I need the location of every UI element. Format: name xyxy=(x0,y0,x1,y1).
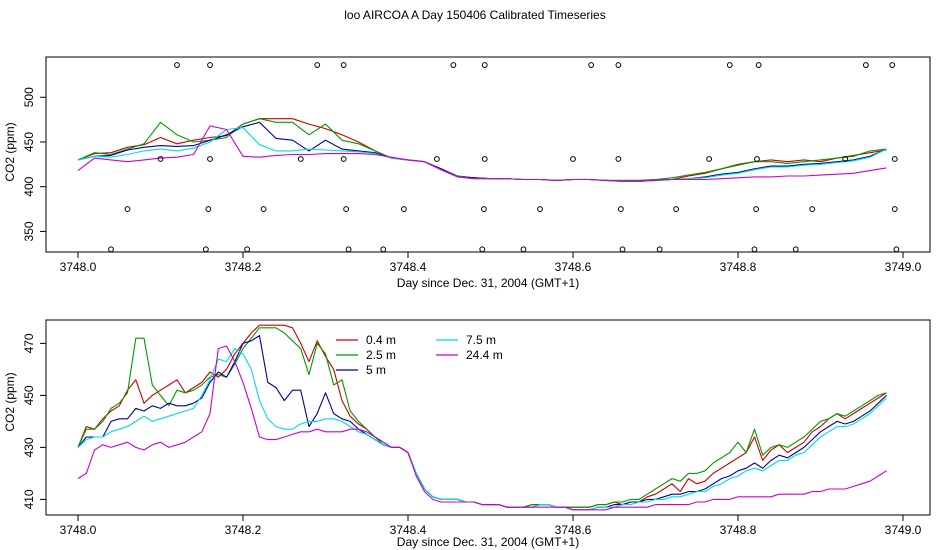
marker-point xyxy=(343,206,350,212)
series-line-24-4-m xyxy=(77,125,887,182)
panel-top-y-axis-label: CO2 (ppm) xyxy=(3,122,17,181)
x-tick-label: 3748.4 xyxy=(390,523,427,537)
series-line-7-5-m xyxy=(77,348,887,511)
marker-point xyxy=(481,206,487,212)
marker-point xyxy=(124,206,131,212)
x-tick-label: 3749.0 xyxy=(885,523,922,537)
series-line-24-4-m xyxy=(77,345,887,511)
marker-point xyxy=(380,246,387,253)
marker-point xyxy=(889,62,896,68)
series-line-2-5-m xyxy=(77,118,887,181)
marker-point xyxy=(706,156,713,162)
marker-point xyxy=(673,206,680,212)
marker-point xyxy=(656,246,663,253)
legend-label-5-m: 5 m xyxy=(366,363,386,377)
marker-point xyxy=(893,246,900,253)
y-tick-label: 500 xyxy=(22,87,36,107)
series-line-0-4-m xyxy=(77,118,887,181)
panel-top-series xyxy=(77,118,887,182)
marker-point xyxy=(520,246,527,253)
marker-point xyxy=(753,206,760,212)
y-tick-label: 470 xyxy=(22,333,36,353)
marker-point xyxy=(726,62,733,68)
marker-point xyxy=(617,206,624,212)
marker-point xyxy=(340,156,347,162)
legend-label-0-4-m: 0.4 m xyxy=(366,333,396,347)
marker-point xyxy=(205,206,212,212)
panel-top-axes: 3748.0 3748.2 3748.4 3748.6 3748.8 3749.0 350 4… xyxy=(22,87,922,274)
marker-point xyxy=(754,156,760,162)
x-tick-label: 3748.8 xyxy=(720,523,757,537)
panel-bottom-x-axis-label: Day since Dec. 31, 2004 (GMT+1) xyxy=(397,535,579,549)
marker-point xyxy=(479,246,486,253)
legend-label-7-5-m: 7.5 m xyxy=(466,333,496,347)
series-line-5-m xyxy=(77,121,887,182)
marker-point xyxy=(481,62,488,68)
panel-bottom-frame xyxy=(45,319,931,516)
marker-point xyxy=(891,156,898,162)
marker-point xyxy=(842,156,849,162)
x-tick-label: 3748.6 xyxy=(555,523,592,537)
marker-point xyxy=(340,62,347,68)
legend-label-2-5-m: 2.5 m xyxy=(366,348,396,362)
marker-point xyxy=(570,156,576,162)
y-tick-label: 400 xyxy=(22,176,36,196)
panel-bottom-series xyxy=(77,324,887,511)
chart-title: loo AIRCOA A Day 150406 Calibrated Times… xyxy=(344,8,605,22)
panel-bottom-legend: 0.4 m2.5 m5 m 7.5 m24.4 m xyxy=(336,333,503,377)
y-tick-label: 350 xyxy=(22,221,36,241)
x-tick-label: 3748.6 xyxy=(555,260,592,274)
marker-point xyxy=(481,156,488,162)
marker-point xyxy=(615,62,622,68)
marker-point xyxy=(244,246,251,253)
marker-point xyxy=(862,62,869,68)
panel-bottom-axes: 3748.0 3748.2 3748.4 3748.6 3748.8 3749.0 410 4… xyxy=(22,333,922,537)
x-tick-label: 3748.0 xyxy=(60,260,97,274)
marker-point xyxy=(297,156,304,162)
marker-point xyxy=(615,156,622,162)
x-tick-label: 3748.0 xyxy=(60,523,97,537)
x-tick-label: 3748.2 xyxy=(225,523,262,537)
panel-bottom-y-axis-label: CO2 (ppm) xyxy=(3,372,17,431)
marker-point xyxy=(891,206,898,212)
marker-point xyxy=(108,246,114,253)
marker-point xyxy=(207,62,213,68)
panel-bottom: 3748.0 3748.2 3748.4 3748.6 3748.8 3749.0 410 4… xyxy=(3,319,931,549)
marker-point xyxy=(537,206,543,212)
x-tick-label: 3748.2 xyxy=(225,260,262,274)
x-tick-label: 3748.4 xyxy=(390,260,427,274)
marker-point xyxy=(809,206,816,212)
panel-top-x-axis-label: Day since Dec. 31, 2004 (GMT+1) xyxy=(397,276,579,290)
marker-point xyxy=(260,206,267,212)
x-tick-label: 3748.8 xyxy=(720,260,757,274)
marker-point xyxy=(588,62,595,68)
series-line-7-5-m xyxy=(77,127,887,182)
marker-point xyxy=(751,246,758,253)
marker-point xyxy=(207,156,213,162)
marker-point xyxy=(157,156,164,162)
y-tick-label: 450 xyxy=(22,385,36,405)
y-tick-label: 410 xyxy=(22,489,36,509)
marker-point xyxy=(202,246,209,253)
marker-point xyxy=(314,62,321,68)
y-tick-label: 430 xyxy=(22,437,36,457)
marker-point xyxy=(755,62,762,68)
marker-point xyxy=(619,246,626,253)
marker-point xyxy=(433,156,440,162)
legend-label-24-4-m: 24.4 m xyxy=(466,348,503,362)
marker-point xyxy=(174,62,180,68)
panel-top-markers xyxy=(108,62,900,253)
panel-top-frame xyxy=(45,56,931,253)
x-tick-label: 3749.0 xyxy=(885,260,922,274)
marker-point xyxy=(400,206,407,212)
marker-point xyxy=(792,246,799,253)
y-tick-label: 450 xyxy=(22,132,36,152)
marker-point xyxy=(450,62,457,68)
panel-top: 3748.0 3748.2 3748.4 3748.6 3748.8 3749.0 350 4… xyxy=(3,56,931,290)
marker-point xyxy=(345,246,352,253)
